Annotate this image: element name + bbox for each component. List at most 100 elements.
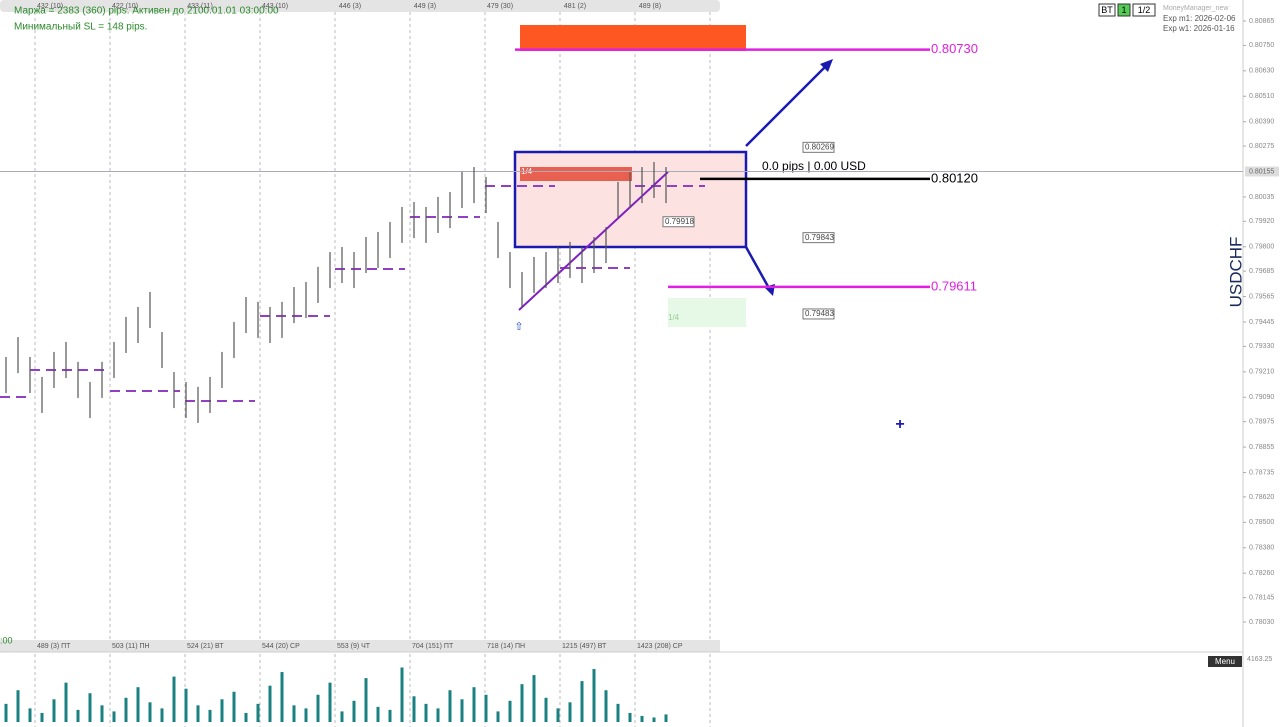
- toolbar-label[interactable]: BT: [1101, 5, 1113, 15]
- stop-zone: [668, 298, 746, 327]
- top-scale-label: 433 (11): [187, 3, 213, 10]
- volume-bar: [340, 711, 344, 722]
- top-scale-bar: [0, 0, 720, 12]
- volume-bar: [184, 688, 188, 722]
- volume-bar: [388, 709, 392, 722]
- price-tag: [662, 216, 695, 228]
- menu-button[interactable]: [1208, 656, 1242, 667]
- current-price-box: [1245, 166, 1279, 177]
- volume-bar: [52, 699, 56, 722]
- volume-bar: [268, 685, 272, 722]
- current-price-label: 0.80155: [1249, 168, 1274, 175]
- header-line: Минимальный SL = 148 pips.: [14, 22, 147, 33]
- bottom-scale-label: 704 (151) ПТ: [412, 643, 454, 650]
- average-lines: [0, 185, 705, 402]
- volume-bar: [640, 715, 644, 722]
- volume-bar: [364, 678, 368, 722]
- symbol: USDCHF: [1226, 237, 1245, 308]
- volume-bar: [604, 690, 608, 722]
- y-tick-label: 0.80510: [1249, 93, 1274, 100]
- bottom-scale-label: 489 (3) ПТ: [37, 643, 71, 650]
- toolbar-label[interactable]: 1: [1121, 5, 1126, 15]
- y-tick-label: 0.80750: [1249, 42, 1274, 49]
- plot-area: [0, 0, 1243, 652]
- expiry: Exp m1: 2026-02-06: [1163, 14, 1236, 23]
- level-label: 0.80120: [931, 170, 978, 185]
- volume-bar: [568, 702, 572, 722]
- top-scale-label: 479 (30): [487, 3, 513, 10]
- y-tick-label: 0.78855: [1249, 444, 1274, 451]
- v-grid: [34, 12, 711, 727]
- volume-bar: [352, 700, 356, 722]
- y-tick-label: 0.78030: [1249, 619, 1274, 626]
- y-tick-label: 0.78260: [1249, 570, 1274, 577]
- volume-bar: [496, 711, 500, 722]
- volume-bar: [412, 696, 416, 722]
- volume-bar: [208, 709, 212, 722]
- level-label: 0.80730: [931, 41, 978, 56]
- price-tag: [802, 232, 835, 244]
- top-scale-label: 449 (3): [414, 3, 436, 10]
- expiry: Exp w1: 2026-01-16: [1163, 24, 1235, 33]
- volume-bar: [256, 703, 260, 722]
- toolbar-button[interactable]: [1132, 3, 1156, 17]
- toolbar-button[interactable]: [1117, 3, 1131, 17]
- bottom-scale-label: 1423 (208) СР: [637, 643, 683, 650]
- y-tick-label: 0.80275: [1249, 143, 1274, 150]
- volume-bar: [556, 708, 560, 722]
- bottom-scale-label: 1215 (497) ВТ: [562, 643, 607, 650]
- target-zone: [520, 25, 746, 51]
- entry-zone: [520, 167, 632, 181]
- y-tick-label: 0.80035: [1249, 194, 1274, 201]
- level-label: 0.79611: [931, 278, 977, 293]
- volume-bar: [592, 669, 596, 722]
- price-tag: [802, 308, 835, 320]
- box-label: 1/4: [668, 313, 680, 322]
- bottom-scale-label: 553 (9) ЧТ: [337, 643, 371, 650]
- volume-bar: [40, 712, 44, 722]
- price-tag-label: 0.79843: [805, 233, 834, 242]
- volume-bar: [628, 712, 632, 722]
- volume-bar: [100, 705, 104, 722]
- bottom-scale-label: 718 (14) ПН: [487, 643, 525, 650]
- top-scale-label: 489 (8): [639, 3, 661, 10]
- y-tick-label: 0.79210: [1249, 369, 1274, 376]
- y-tick-label: 0.78500: [1249, 519, 1274, 526]
- volume-bar: [424, 703, 428, 722]
- volume-bar: [436, 708, 440, 722]
- volume-bar: [652, 717, 656, 722]
- top-scale-label: 422 (10): [112, 3, 138, 10]
- volume-bar: [532, 675, 536, 722]
- bottom-scale-label: 544 (20) СР: [262, 643, 300, 650]
- volume-bar: [580, 681, 584, 722]
- volume-bar: [328, 682, 332, 722]
- top-scale-label: 481 (2): [564, 3, 586, 10]
- toolbar-label[interactable]: 1/2: [1138, 5, 1151, 15]
- volume-bar: [484, 694, 488, 722]
- top-scale-label: 443 (10): [262, 3, 288, 10]
- volume-bar: [112, 711, 116, 722]
- pnl: 0.0 pips | 0.00 USD: [762, 159, 866, 173]
- volume-bar: [160, 708, 164, 722]
- volume-bar: [448, 690, 452, 722]
- y-tick-label: 0.79090: [1249, 394, 1274, 401]
- volume-bar: [400, 667, 404, 722]
- volume-bar: [196, 705, 200, 722]
- buy-marker: ⇧: [514, 321, 523, 333]
- y-tick-label: 0.79800: [1249, 244, 1274, 251]
- toolbar-button[interactable]: [1098, 3, 1116, 17]
- volume-tick-label: 4163.25: [1247, 656, 1272, 663]
- volume-bar: [616, 703, 620, 722]
- indicator-name: MoneyManager_new: [1163, 5, 1229, 12]
- menu-label[interactable]: Menu: [1215, 657, 1235, 666]
- price-tag: [802, 141, 835, 153]
- y-tick-label: 0.79920: [1249, 218, 1274, 225]
- volume-bar: [172, 676, 176, 722]
- y-tick-label: 0.78975: [1249, 418, 1274, 425]
- volume-bar: [304, 708, 308, 722]
- y-tick-label: 0.78620: [1249, 494, 1274, 501]
- volume-bar: [664, 714, 668, 722]
- y-tick-label: 0.78735: [1249, 469, 1274, 476]
- volume-bar: [280, 672, 284, 722]
